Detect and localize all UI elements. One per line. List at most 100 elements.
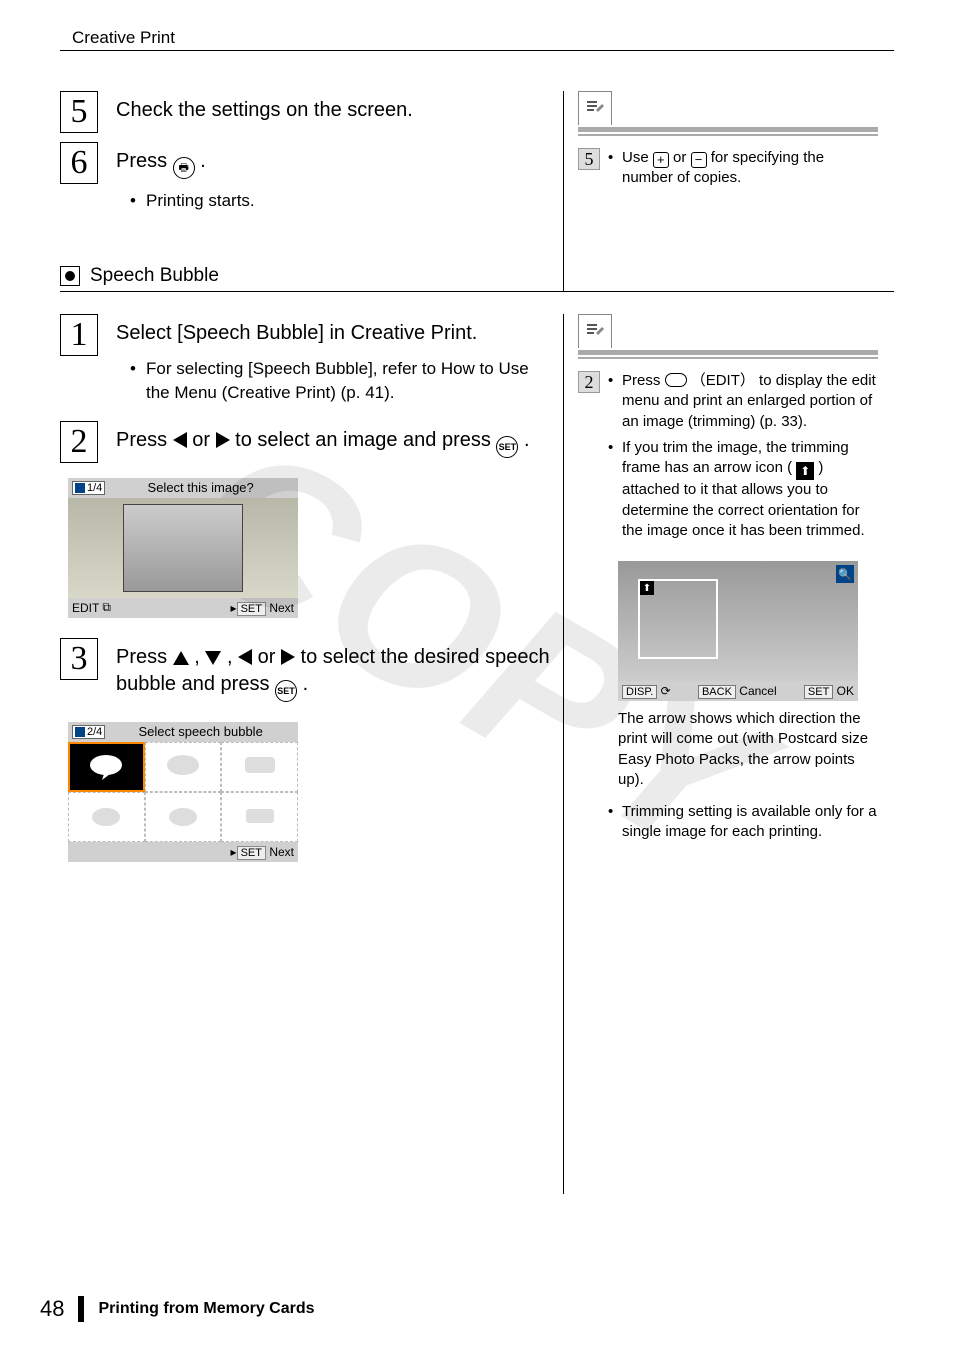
- step-bullet: Printing starts.: [130, 189, 550, 213]
- step-number: 2: [60, 421, 98, 463]
- note-step-tag: 2: [578, 371, 600, 393]
- edit-oval-button-icon: [665, 373, 687, 387]
- step-1: 1 Select [Speech Bubble] in Creative Pri…: [60, 314, 550, 413]
- plus-button-icon: +: [653, 152, 669, 168]
- set-button-icon: SET: [275, 680, 297, 702]
- left-arrow-icon: [173, 432, 187, 448]
- step-title: Select [Speech Bubble] in Creative Print…: [116, 320, 550, 347]
- screenshot-select-bubble: 2/4 Select speech bubble ▸SET Next: [68, 722, 298, 862]
- left-arrow-icon: [238, 649, 252, 665]
- text: Cancel: [739, 684, 776, 698]
- note-header: [578, 91, 878, 125]
- note-text: Use + or − for specifying the number of …: [608, 148, 878, 189]
- note-step-tag: 5: [578, 148, 600, 170]
- right-arrow-icon: [281, 649, 295, 665]
- note-pencil-icon: [578, 314, 612, 348]
- step-title: Press , , or to select the desired speec…: [116, 644, 550, 702]
- note-header: [578, 314, 878, 348]
- text: Press: [116, 646, 173, 668]
- mock-title: Select speech bubble: [107, 724, 294, 739]
- text: EDIT: [72, 601, 99, 615]
- screenshot-trimming: 🔍 ⬆ DISP. ⟳ BACK Cancel SET OK: [618, 561, 858, 701]
- set-group: SET OK: [804, 684, 854, 698]
- step-2: 2 Press or to select an image and press …: [60, 421, 550, 468]
- text: or: [192, 429, 215, 451]
- block-1: 5 Check the settings on the screen. 6 Pr…: [60, 91, 894, 229]
- note-item: Trimming setting is available only for a…: [578, 802, 878, 849]
- bubble-option: [145, 792, 222, 842]
- step-title: Check the settings on the screen.: [116, 97, 550, 124]
- running-header: Creative Print: [60, 28, 894, 48]
- trim-arrow-icon: ⬆: [640, 581, 654, 595]
- footer-bar: [78, 1296, 84, 1322]
- text: or: [673, 149, 691, 166]
- minus-button-icon: −: [691, 152, 707, 168]
- next-label: Next: [269, 601, 294, 615]
- note-item: 2 Press （EDIT） to display the edit menu …: [578, 371, 878, 547]
- footer-text: Printing from Memory Cards: [98, 1300, 314, 1318]
- step-title: Press or to select an image and press SE…: [116, 427, 550, 458]
- text: .: [303, 673, 309, 695]
- page-number: 48: [40, 1296, 64, 1322]
- set-label: SET: [237, 846, 266, 860]
- step-bullet: For selecting [Speech Bubble], refer to …: [130, 357, 550, 405]
- text: BACK: [698, 685, 736, 699]
- text: SET: [804, 685, 833, 699]
- text: .: [200, 150, 206, 172]
- down-arrow-icon: [205, 651, 221, 665]
- text: DISP.: [622, 685, 657, 699]
- screenshot-select-image: 1/4 Select this image? EDIT ⧉ ▸SET Next: [68, 478, 298, 618]
- note-text: Trimming setting is available only for a…: [608, 802, 878, 843]
- photo-placeholder: [123, 504, 243, 592]
- page-footer: 48 Printing from Memory Cards: [40, 1296, 315, 1322]
- note-rules: [578, 127, 878, 136]
- mock-title: Select this image?: [107, 480, 294, 495]
- section-rule: [60, 291, 894, 292]
- next-label: Next: [269, 845, 294, 859]
- text: 1/4: [87, 482, 102, 494]
- back-group: BACK Cancel: [698, 684, 777, 698]
- disp-label: DISP. ⟳: [622, 684, 671, 698]
- counter-tag: 2/4: [72, 725, 105, 739]
- section-bullet-icon: [60, 266, 80, 286]
- note-pencil-icon: [578, 91, 612, 125]
- text: If you trim the image, the trimming fram…: [622, 439, 849, 476]
- bubble-option: [68, 792, 145, 842]
- section-heading: Speech Bubble: [60, 265, 894, 292]
- zoom-icon: 🔍: [836, 565, 854, 583]
- block-2: 1 Select [Speech Bubble] in Creative Pri…: [60, 314, 894, 882]
- note-text: If you trim the image, the trimming fram…: [608, 438, 878, 541]
- arrow-badge-icon: ⬆: [796, 462, 814, 480]
- step-number: 3: [60, 638, 98, 680]
- text: Press: [116, 150, 173, 172]
- text: to select an image and press: [235, 429, 496, 451]
- set-label: SET: [237, 602, 266, 616]
- bubble-option: [145, 742, 222, 792]
- text: Press: [116, 429, 173, 451]
- text: Use: [622, 149, 653, 166]
- counter-tag: 1/4: [72, 481, 105, 495]
- up-arrow-icon: [173, 651, 189, 665]
- step-6: 6 Press 🖶 . Printing starts.: [60, 142, 550, 221]
- text: .: [524, 429, 530, 451]
- text: 2/4: [87, 726, 102, 738]
- edit-label: EDIT ⧉: [72, 600, 111, 615]
- step-number: 1: [60, 314, 98, 356]
- section-title: Speech Bubble: [90, 265, 219, 287]
- column-divider: [563, 91, 564, 291]
- note-text: Press （EDIT） to display the edit menu an…: [608, 371, 878, 432]
- bubble-option: [221, 792, 298, 842]
- step-5: 5 Check the settings on the screen.: [60, 91, 550, 134]
- header-rule: [60, 50, 894, 51]
- set-next-group: ▸SET Next: [231, 601, 294, 615]
- text: （EDIT）: [691, 372, 755, 389]
- note-item: 5 Use + or − for specifying the number o…: [578, 148, 878, 195]
- set-next-group: ▸SET Next: [231, 845, 294, 859]
- text: ,: [227, 646, 238, 668]
- bubble-option: [221, 742, 298, 792]
- bubble-option-selected: [68, 742, 145, 792]
- note-rules: [578, 350, 878, 359]
- text: or: [258, 646, 281, 668]
- print-button-icon: 🖶: [173, 157, 195, 179]
- step-3: 3 Press , , or to select the desired spe…: [60, 638, 550, 712]
